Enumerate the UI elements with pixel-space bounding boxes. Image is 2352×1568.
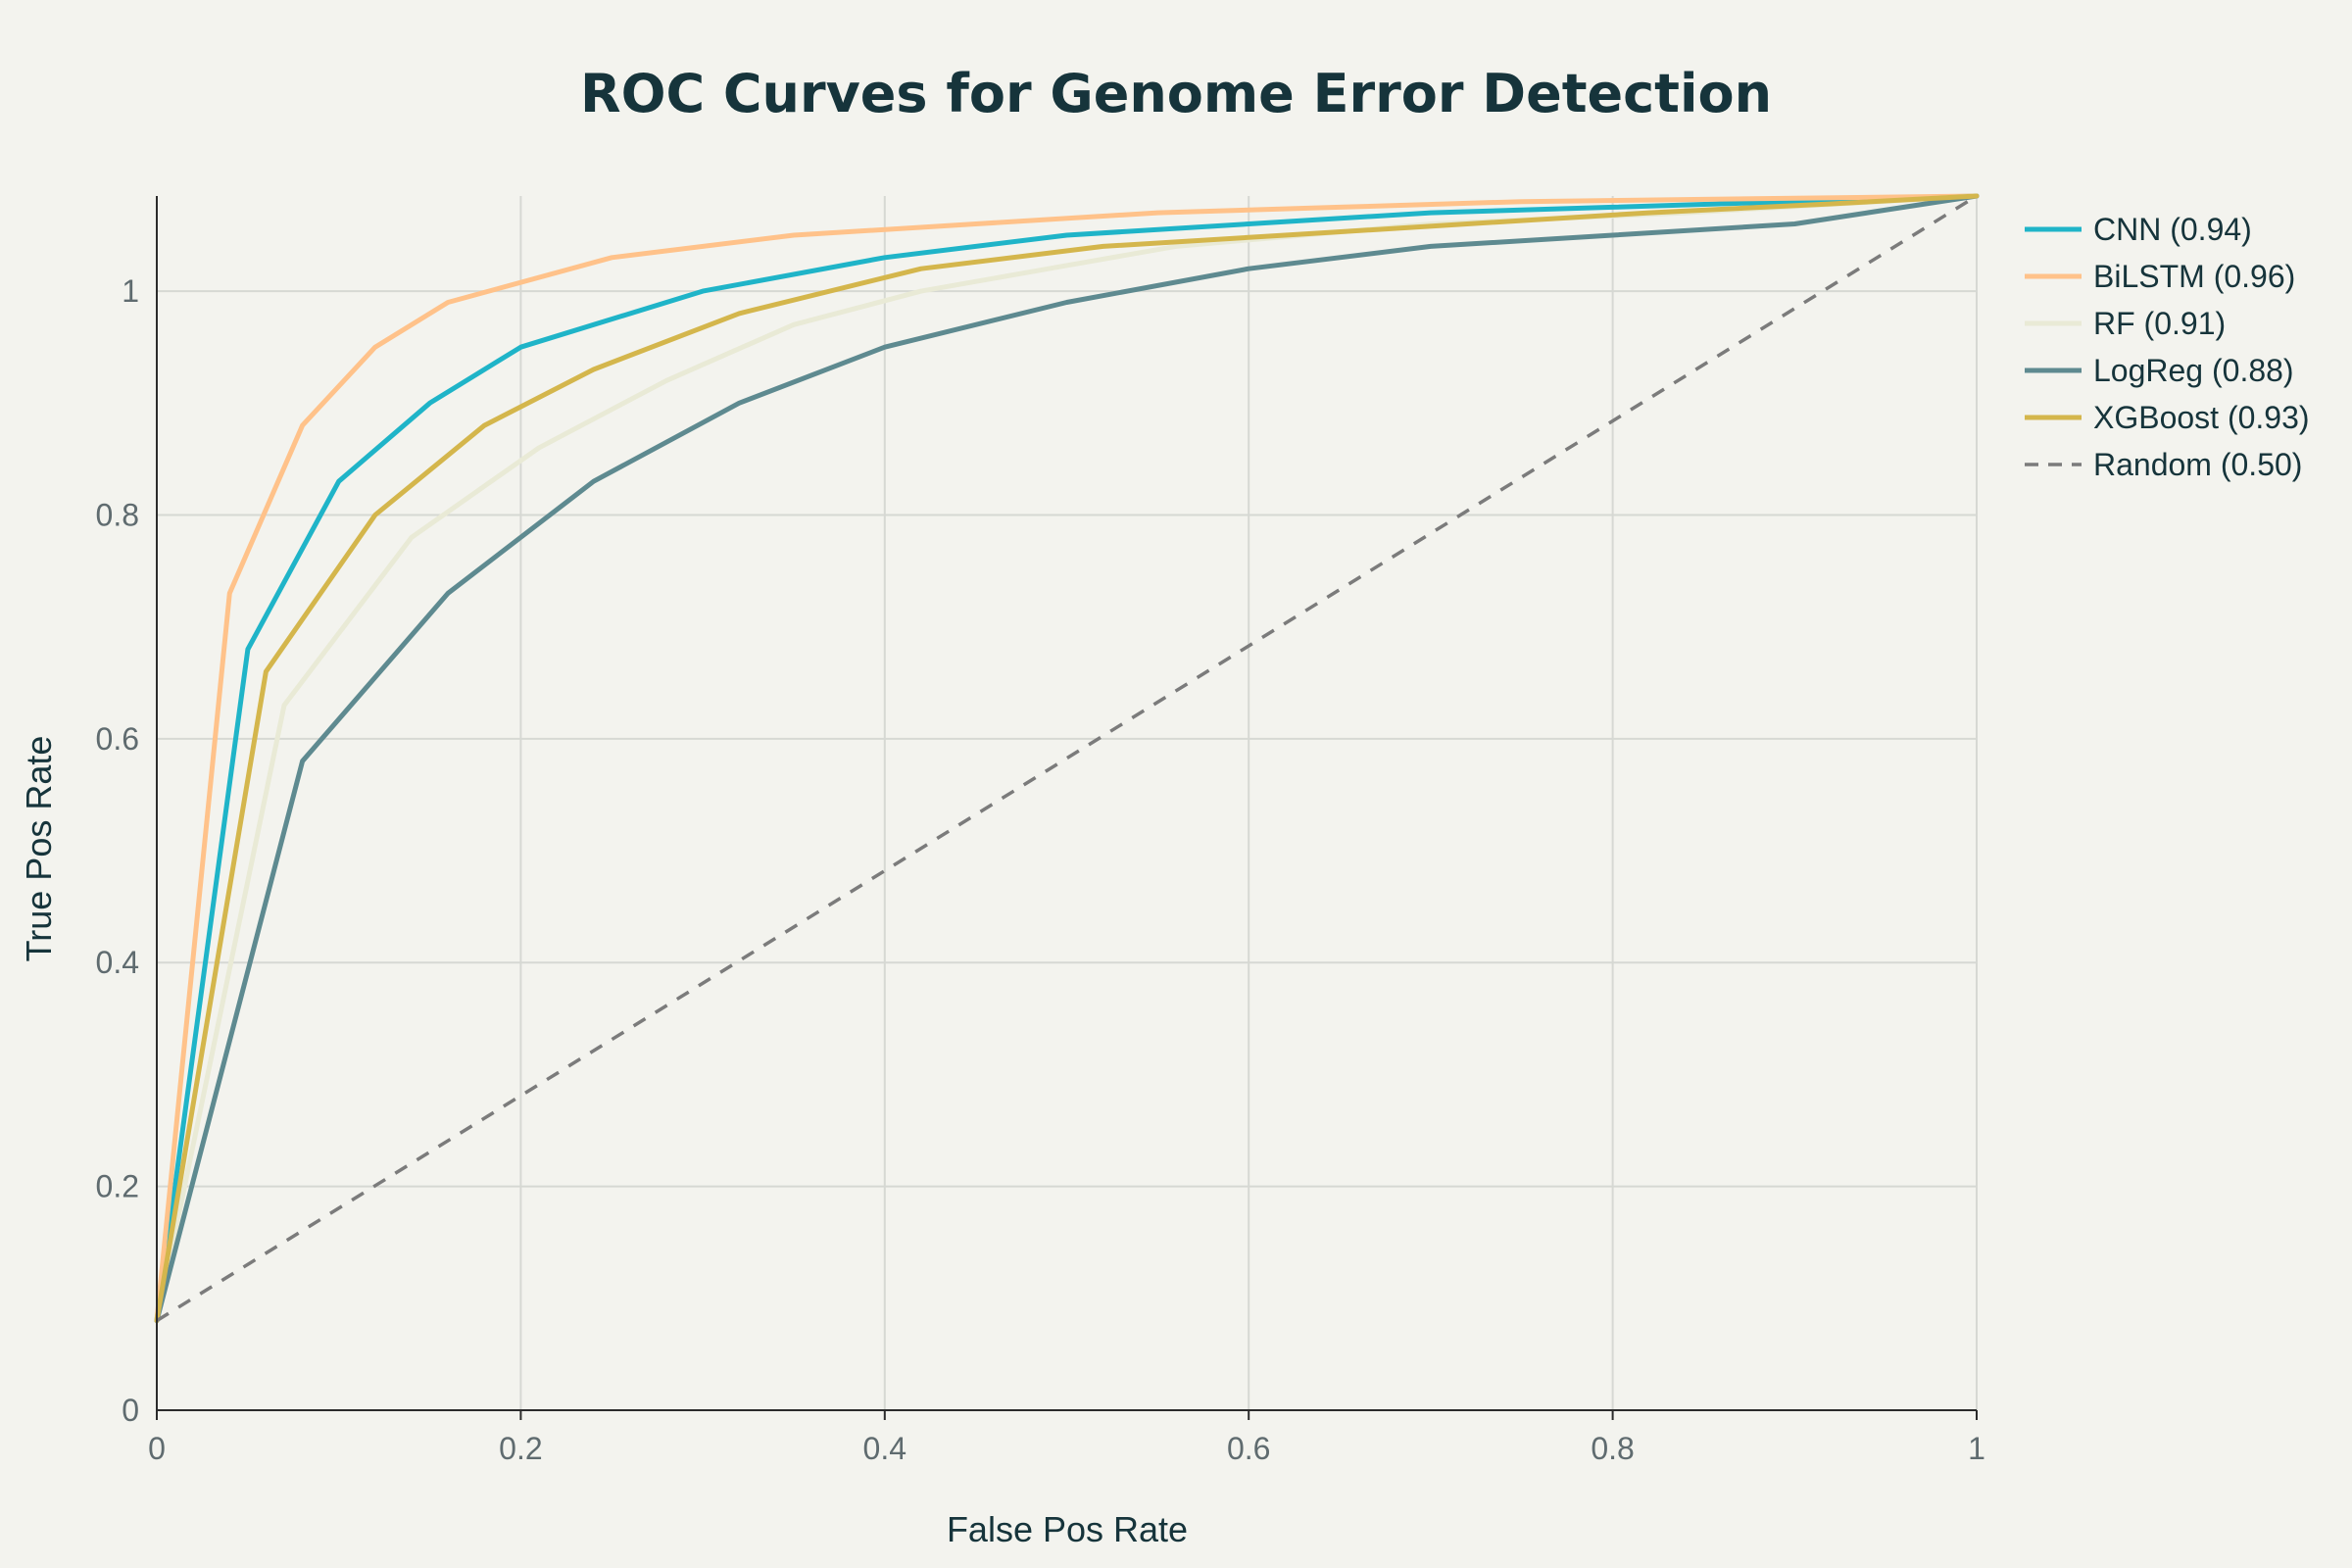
y-tick-label-4: 0.8 [96,497,139,532]
grid-lines [157,196,1978,1410]
y-tick-label-3: 0.6 [96,721,139,757]
y-tick-label-0: 0 [122,1393,139,1428]
series-line-4 [154,193,1980,1324]
x-tick-label-3: 0.6 [1227,1431,1270,1466]
legend-label-2: RF (0.91) [2093,306,2226,341]
y-tick-label-1: 0.2 [96,1169,139,1204]
tick-labels: 0 0.2 0.4 0.6 0.8 1 0 0.2 0.4 0.6 0.8 1 [96,273,1985,1466]
x-tick-label-2: 0.4 [863,1431,906,1466]
legend-label-0: CNN (0.94) [2093,212,2252,247]
y-axis-title: True Pos Rate [19,736,59,962]
y-tick-label-2: 0.4 [96,945,139,980]
legend: CNN (0.94) BiLSTM (0.96) RF (0.91) LogReg (… [2025,212,2310,482]
legend-label-3: LogReg (0.88) [2093,353,2294,388]
legend-item-1: BiLSTM (0.96) [2025,259,2295,294]
legend-label-5: Random (0.50) [2093,447,2302,482]
legend-label-1: BiLSTM (0.96) [2093,259,2295,294]
legend-item-2: RF (0.91) [2025,306,2226,341]
x-tick-label-0: 0 [148,1431,166,1466]
series-lines [154,193,1980,1324]
chart-title: ROC Curves for Genome Error Detection [580,63,1772,124]
x-axis-title: False Pos Rate [947,1509,1188,1549]
x-tick-label-5: 1 [1968,1431,1985,1466]
series-line-3 [154,193,1980,1324]
series-line-1 [154,193,1980,1324]
x-tick-label-1: 0.2 [499,1431,542,1466]
legend-item-0: CNN (0.94) [2025,212,2252,247]
x-tick-label-4: 0.8 [1591,1431,1634,1466]
axes [156,196,1978,1420]
legend-label-4: XGBoost (0.93) [2093,400,2310,435]
legend-item-3: LogReg (0.88) [2025,353,2294,388]
legend-item-4: XGBoost (0.93) [2025,400,2310,435]
series-line-0 [154,193,1980,1324]
series-line-5 [156,194,1978,1323]
legend-item-5: Random (0.50) [2025,447,2302,482]
y-tick-label-5: 1 [122,273,139,309]
